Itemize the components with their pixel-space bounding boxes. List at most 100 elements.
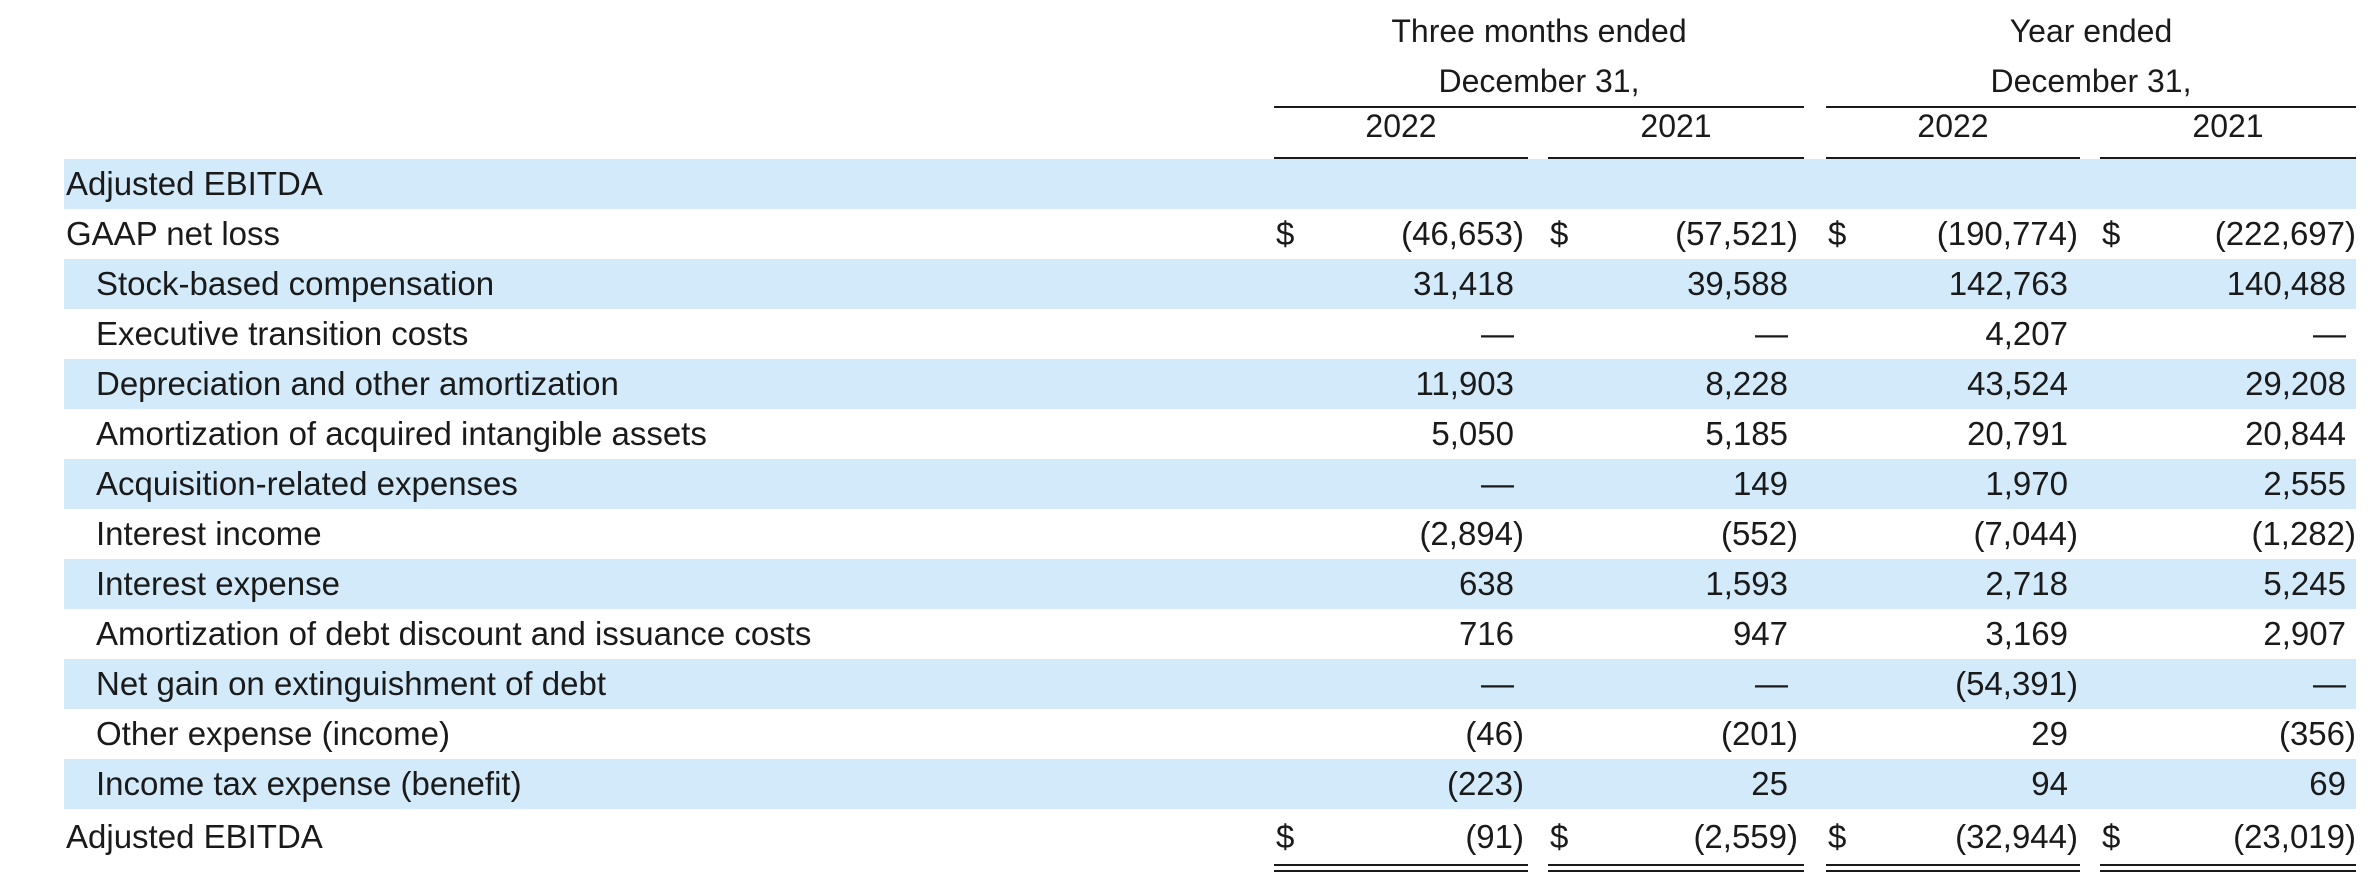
row-label: Interest income xyxy=(96,515,322,552)
table-row: Amortization of acquired intangible asse… xyxy=(64,409,2356,459)
cell-value-col2: 947 xyxy=(1732,615,1788,652)
row-label: Adjusted EBITDA xyxy=(66,165,323,202)
currency-symbol: $ xyxy=(1276,818,1295,855)
cell-value-col4: 20,844 xyxy=(2245,415,2346,452)
cell-value-col1: — xyxy=(1481,465,1514,502)
row-label: Stock-based compensation xyxy=(96,265,495,302)
row-label: GAAP net loss xyxy=(66,215,281,252)
row-label: Amortization of acquired intangible asse… xyxy=(96,415,707,452)
table-row: Executive transition costs — — 4,207 — xyxy=(64,309,2356,359)
cell-value-col4: (222,697) xyxy=(2214,215,2356,252)
cell-value-col4: (1,282) xyxy=(2251,515,2356,552)
cell-value-col2: — xyxy=(1755,315,1788,352)
row-label: Executive transition costs xyxy=(96,315,469,352)
cell-value-col2: (2,559) xyxy=(1693,818,1798,855)
header-year-ended-underline xyxy=(1826,106,2356,108)
total-row: Adjusted EBITDA $ (91) $ (2,559) $ (32,944) $ (2… xyxy=(64,812,2356,862)
cell-value-col4: 2,907 xyxy=(2263,615,2346,652)
total-double-underline-col1-a xyxy=(1274,864,1528,866)
cell-value-col2: (201) xyxy=(1720,715,1798,752)
currency-symbol: $ xyxy=(1550,818,1569,855)
year-underline-col1 xyxy=(1274,157,1528,159)
table-row: Interest income (2,894) (552) (7,044) (1,282… xyxy=(64,509,2356,559)
cell-value-col1: (46,653) xyxy=(1401,215,1524,252)
row-label: Depreciation and other amortization xyxy=(96,365,619,402)
header-year-ended-line2: December 31, xyxy=(1990,63,2192,99)
currency-symbol: $ xyxy=(1828,818,1847,855)
cell-value-col1: 638 xyxy=(1458,565,1514,602)
cell-value-col4: — xyxy=(2313,665,2346,702)
table-row: Other expense (income) (46) (201) 29 (356) xyxy=(64,709,2356,759)
currency-symbol: $ xyxy=(2102,215,2121,252)
cell-value-col2: — xyxy=(1755,665,1788,702)
row-label: Interest expense xyxy=(96,565,340,602)
row-label: Net gain on extinguishment of debt xyxy=(96,665,607,702)
total-double-underline-col4-a xyxy=(2100,864,2356,866)
cell-value-col1: 5,050 xyxy=(1431,415,1514,452)
cell-value-col4: 5,245 xyxy=(2263,565,2346,602)
table-row: GAAP net loss $ (46,653) $ (57,521) $ (190,774… xyxy=(64,209,2356,259)
cell-value-col2: 1,593 xyxy=(1705,565,1788,602)
row-label: Acquisition-related expenses xyxy=(96,465,518,502)
cell-value-col2: 149 xyxy=(1732,465,1788,502)
cell-value-col1: — xyxy=(1481,315,1514,352)
row-label: Amortization of debt discount and issuan… xyxy=(96,615,812,652)
cell-value-col3: (190,774) xyxy=(1936,215,2078,252)
cell-value-col4: 140,488 xyxy=(2226,265,2346,302)
header-three-months-line1: Three months ended xyxy=(1391,13,1687,49)
cell-value-col3: 94 xyxy=(2031,765,2068,802)
cell-value-col3: 3,169 xyxy=(1985,615,2068,652)
section-heading-row: Adjusted EBITDA xyxy=(64,159,2356,209)
total-double-underline-col2-b xyxy=(1548,870,1804,872)
cell-value-col1: (223) xyxy=(1446,765,1524,802)
cell-value-col4: 2,555 xyxy=(2263,465,2346,502)
currency-symbol: $ xyxy=(1550,215,1569,252)
cell-value-col2: (552) xyxy=(1720,515,1798,552)
table-row: Stock-based compensation 31,418 39,588 142,… xyxy=(64,259,2356,309)
cell-value-col2: (57,521) xyxy=(1675,215,1798,252)
cell-value-col3: 142,763 xyxy=(1948,265,2068,302)
cell-value-col3: (32,944) xyxy=(1955,818,2078,855)
cell-value-col4: (23,019) xyxy=(2233,818,2356,855)
year-header-col4: 2021 xyxy=(2192,108,2264,144)
year-underline-col4 xyxy=(2100,157,2356,159)
header-year-ended-line1: Year ended xyxy=(2009,13,2173,49)
table-row: Interest expense 638 1,593 2,718 5,245 xyxy=(64,559,2356,609)
cell-value-col3: 4,207 xyxy=(1985,315,2068,352)
total-double-underline-col2-a xyxy=(1548,864,1804,866)
currency-symbol: $ xyxy=(1276,215,1295,252)
cell-value-col3: 20,791 xyxy=(1967,415,2068,452)
cell-value-col2: 25 xyxy=(1751,765,1788,802)
cell-value-col3: 1,970 xyxy=(1985,465,2068,502)
cell-value-col3: 2,718 xyxy=(1985,565,2068,602)
cell-value-col2: 8,228 xyxy=(1705,365,1788,402)
header-year-ended: Year ended December 31, xyxy=(1826,6,2356,106)
cell-value-col4: (356) xyxy=(2278,715,2356,752)
cell-value-col3: (54,391) xyxy=(1955,665,2078,702)
currency-symbol: $ xyxy=(2102,818,2121,855)
year-underline-col2 xyxy=(1548,157,1804,159)
cell-value-col1: — xyxy=(1481,665,1514,702)
row-label: Adjusted EBITDA xyxy=(66,818,323,855)
total-double-underline-col4-b xyxy=(2100,870,2356,872)
year-header-col1: 2022 xyxy=(1365,108,1437,144)
cell-value-col1: (2,894) xyxy=(1419,515,1524,552)
row-label: Other expense (income) xyxy=(96,715,450,752)
cell-value-col1: (46) xyxy=(1465,715,1524,752)
header-three-months-line2: December 31, xyxy=(1438,63,1640,99)
cell-value-col2: 39,588 xyxy=(1687,265,1788,302)
year-header-col2: 2021 xyxy=(1640,108,1712,144)
table-row: Net gain on extinguishment of debt — — (54,… xyxy=(64,659,2356,709)
cell-value-col1: 716 xyxy=(1458,615,1514,652)
header-three-months-underline xyxy=(1274,106,1804,108)
row-label: Income tax expense (benefit) xyxy=(96,765,522,802)
cell-value-col4: — xyxy=(2313,315,2346,352)
table-row: Amortization of debt discount and issuan… xyxy=(64,609,2356,659)
year-underline-col3 xyxy=(1826,157,2080,159)
cell-value-col3: (7,044) xyxy=(1973,515,2078,552)
total-double-underline-col3-b xyxy=(1826,870,2080,872)
currency-symbol: $ xyxy=(1828,215,1847,252)
cell-value-col3: 29 xyxy=(2031,715,2068,752)
cell-value-col4: 69 xyxy=(2309,765,2346,802)
header-three-months: Three months ended December 31, xyxy=(1274,6,1804,106)
